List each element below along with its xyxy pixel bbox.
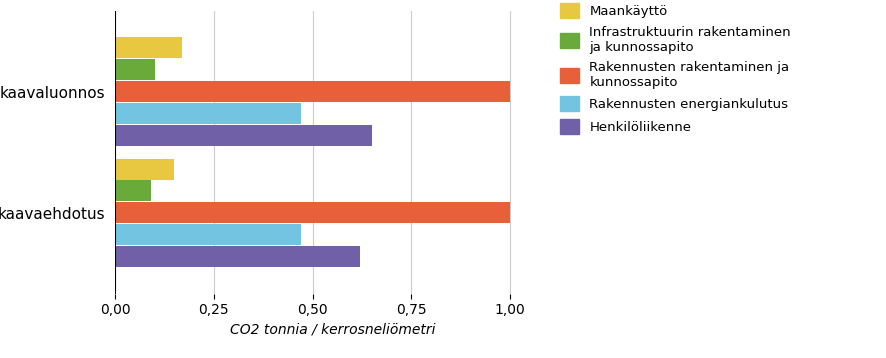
Bar: [115, 159, 175, 180]
Bar: [115, 202, 509, 223]
Bar: [115, 37, 183, 58]
Bar: [115, 125, 372, 146]
Bar: [115, 59, 155, 80]
Bar: [115, 81, 509, 102]
Bar: [115, 246, 360, 267]
Bar: [115, 103, 300, 124]
Legend: Maankäyttö, Infrastruktuurin rakentaminen
ja kunnossapito, Rakennusten rakentami: Maankäyttö, Infrastruktuurin rakentamine…: [560, 3, 791, 134]
Bar: [115, 224, 300, 245]
Bar: [115, 180, 151, 202]
X-axis label: CO2 tonnia / kerrosneliömetri: CO2 tonnia / kerrosneliömetri: [229, 323, 435, 337]
